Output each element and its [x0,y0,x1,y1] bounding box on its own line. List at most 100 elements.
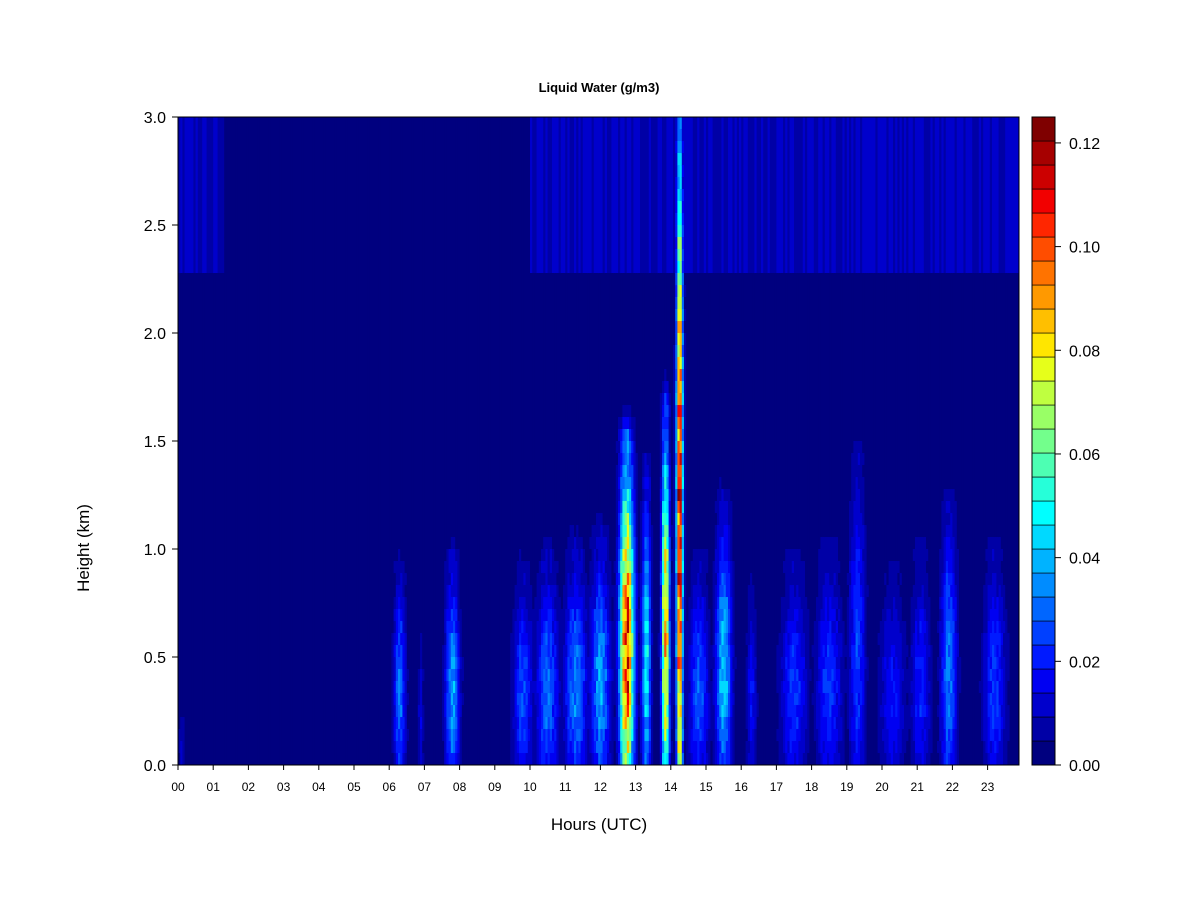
heatmap-cell [255,717,258,730]
heatmap-cell [268,393,271,406]
heatmap-cell [301,285,304,298]
heatmap-cell [316,645,320,658]
heatmap-cell [224,465,227,478]
heatmap-cell [235,429,238,442]
heatmap-cell [215,189,218,202]
heatmap-cell [316,609,320,622]
heatmap-cell [290,525,293,538]
heatmap-cell [299,393,302,406]
heatmap-cell [305,117,309,130]
heatmap-cell [303,285,306,298]
heatmap-cell [222,753,225,765]
heatmap-cell [228,249,232,262]
heatmap-cell [274,645,278,658]
heatmap-cell [296,297,300,310]
heatmap-cell [305,681,309,694]
heatmap-cell [270,705,273,718]
heatmap-cell [303,549,306,562]
heatmap-cell [270,129,273,142]
heatmap-cell [288,717,291,730]
heatmap-cell [215,657,218,670]
heatmap-cell [189,705,192,718]
heatmap-cell [211,717,214,730]
heatmap-cell [193,465,196,478]
heatmap-cell [318,633,322,646]
heatmap-cell [241,369,245,382]
heatmap-cell [189,285,192,298]
heatmap-cell [290,561,293,574]
heatmap-cell [233,393,236,406]
heatmap-cell [241,273,245,286]
heatmap-cell [263,237,267,250]
heatmap-cell [180,573,183,586]
heatmap-cell [316,525,320,538]
heatmap-cell [270,513,273,526]
heatmap-cell [283,117,287,130]
heatmap-cell [290,117,293,130]
heatmap-cell [182,345,185,358]
heatmap-cell [314,153,317,166]
heatmap-cell [226,717,229,730]
heatmap-cell [241,309,245,322]
heatmap-cell [318,141,322,154]
heatmap-cell [180,225,183,238]
heatmap-cell [272,513,276,526]
heatmap-cell [233,609,236,622]
heatmap-cell [290,201,293,214]
heatmap-cell [307,261,311,274]
heatmap-cell [279,741,282,754]
heatmap-cell [301,753,304,765]
heatmap-cell [246,417,249,430]
heatmap-cell [235,669,238,682]
heatmap-cell [246,225,249,238]
heatmap-cell [305,237,309,250]
heatmap-cell [292,645,295,658]
heatmap-cell [303,753,306,765]
heatmap-cell [211,561,214,574]
heatmap-cell [261,345,265,358]
heatmap-cell [292,705,295,718]
heatmap-cell [189,357,192,370]
heatmap-cell [182,729,185,742]
heatmap-cell [272,489,276,502]
heatmap-cell [224,225,227,238]
heatmap-cell [233,189,236,202]
heatmap-cell [290,417,293,430]
heatmap-cell [200,285,203,298]
heatmap-cell [312,753,315,765]
heatmap-cell [314,585,317,598]
heatmap-cell [296,705,300,718]
heatmap-cell [261,333,265,346]
heatmap-cell [208,345,212,358]
heatmap-cell [277,201,280,214]
heatmap-cell [180,453,183,466]
heatmap-cell [266,633,269,646]
heatmap-cell [257,645,260,658]
heatmap-cell [272,249,276,262]
heatmap-cell [292,489,295,502]
heatmap-cell [178,369,181,382]
heatmap-cell [228,405,232,418]
heatmap-cell [261,417,265,430]
heatmap-cell [189,153,192,166]
heatmap-cell [224,261,227,274]
heatmap-cell [237,249,240,262]
heatmap-cell [237,369,240,382]
heatmap-cell [305,369,309,382]
heatmap-cell [206,573,210,586]
heatmap-cell [202,201,205,214]
heatmap-cell [213,597,216,610]
heatmap-cell [290,405,293,418]
heatmap-cell [182,693,185,706]
heatmap-cell [197,501,201,514]
heatmap-cell [310,633,313,646]
heatmap-cell [279,141,282,154]
heatmap-cell [272,429,276,442]
heatmap-cell [312,585,315,598]
heatmap-cell [292,453,295,466]
heatmap-cell [191,333,194,346]
heatmap-cell [211,201,214,214]
heatmap-cell [261,357,265,370]
heatmap-cell [252,321,256,334]
heatmap-cell [217,213,221,226]
